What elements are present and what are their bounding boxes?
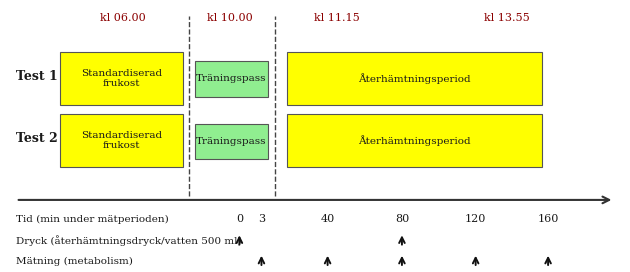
Text: 0: 0: [236, 214, 243, 224]
Text: 160: 160: [537, 214, 559, 224]
Bar: [287, 114, 542, 167]
Text: Återhämtningsperiod: Återhämtningsperiod: [358, 135, 471, 146]
Bar: [287, 52, 542, 105]
Text: kl 10.00: kl 10.00: [207, 13, 253, 23]
Text: kl 13.55: kl 13.55: [484, 13, 530, 23]
Text: Dryck (återhämtningsdryck/vatten 500 ml): Dryck (återhämtningsdryck/vatten 500 ml): [16, 235, 241, 246]
Bar: [60, 52, 183, 105]
Text: Test 1: Test 1: [16, 70, 57, 83]
Text: Träningspass: Träningspass: [197, 137, 266, 146]
Text: kl 06.00: kl 06.00: [100, 13, 146, 23]
Text: kl 11.15: kl 11.15: [314, 13, 360, 23]
Bar: [195, 61, 268, 97]
Bar: [60, 114, 183, 167]
Text: Träningspass: Träningspass: [197, 74, 266, 84]
Text: 120: 120: [465, 214, 486, 224]
Text: Standardiserad
frukost: Standardiserad frukost: [81, 131, 162, 150]
Text: Test 2: Test 2: [16, 132, 57, 145]
Text: 40: 40: [321, 214, 335, 224]
Bar: [195, 124, 268, 159]
Text: Standardiserad
frukost: Standardiserad frukost: [81, 69, 162, 88]
Text: Återhämtningsperiod: Återhämtningsperiod: [358, 73, 471, 84]
Text: 80: 80: [395, 214, 409, 224]
Text: Mätning (metabolism): Mätning (metabolism): [16, 256, 133, 266]
Text: Tid (min under mätperioden): Tid (min under mätperioden): [16, 214, 168, 224]
Text: 3: 3: [258, 214, 265, 224]
